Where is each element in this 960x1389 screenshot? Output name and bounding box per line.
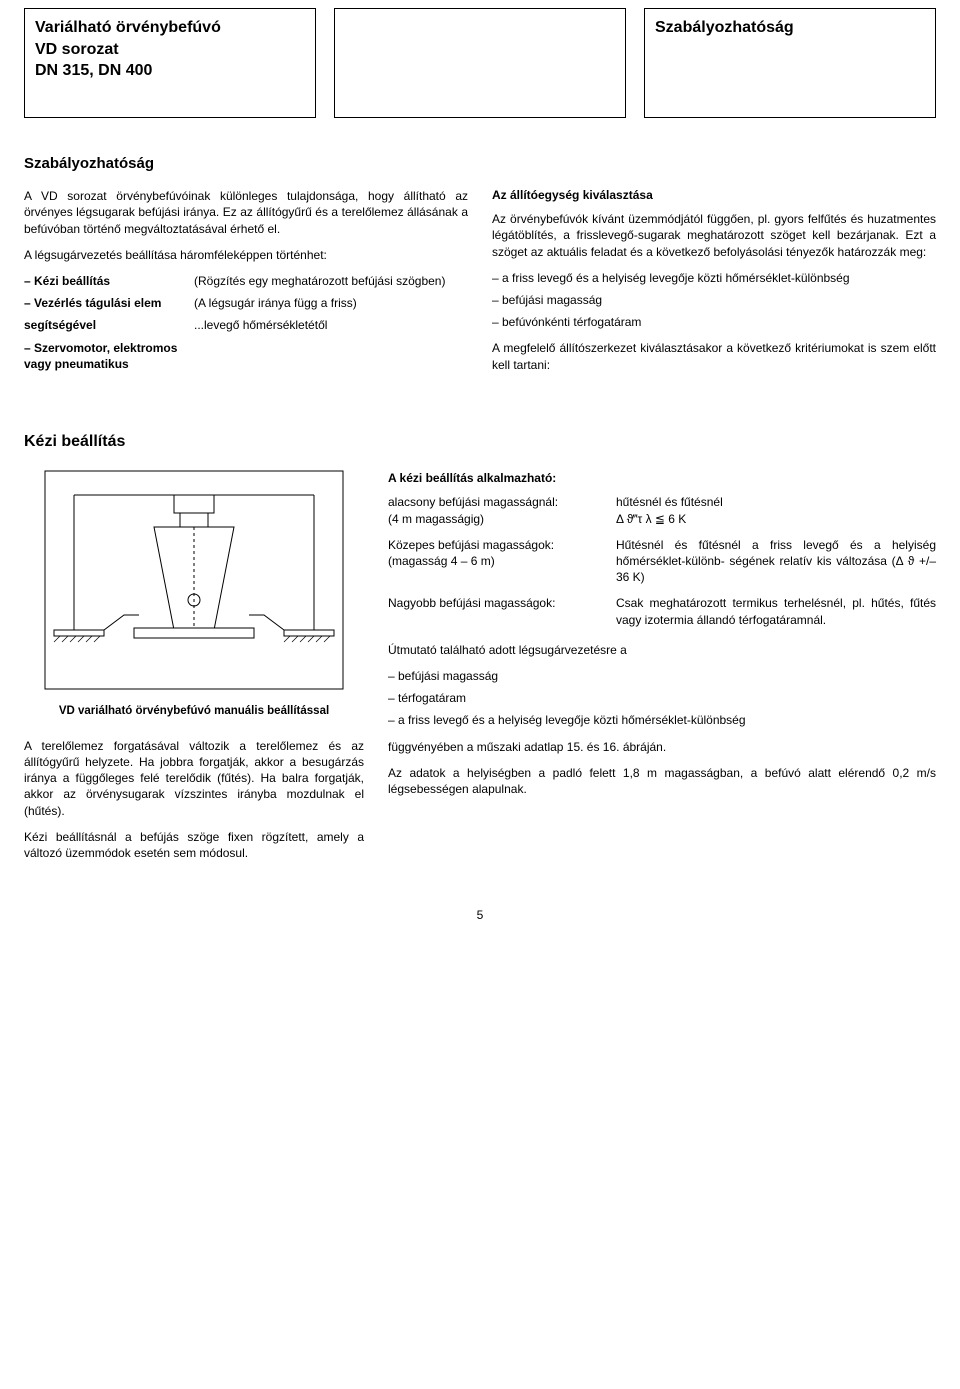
app-b-0: hűtésnél és fűtésnél Δ ϑ‴τ λ ≦ 6 K — [616, 494, 936, 526]
manual-p1: A terelőlemez forgatásával változik a te… — [24, 738, 364, 819]
lower-left-col: VD variálható örvénybefúvó manuális beál… — [24, 470, 364, 871]
applic-bul1: – befújási magasság — [388, 668, 936, 684]
def-desc-3 — [194, 340, 468, 372]
manual-heading: Kézi beállítás — [24, 431, 936, 453]
app-a-2: Nagyobb befújási magasságok: — [388, 595, 608, 627]
def-desc-0: (Rögzítés egy meghatározott befújási szö… — [194, 273, 468, 289]
selector-p2: A megfelelő állítószerkezet kiválasztása… — [492, 340, 936, 372]
def-term-2: segítségével — [24, 317, 194, 333]
regulate-heading: Szabályozhatóság — [24, 154, 468, 174]
applic-p3: Az adatok a helyiségben a padló felett 1… — [388, 765, 936, 797]
selector-bullets: – a friss levegő és a helyiség levegője … — [492, 270, 936, 331]
lower-right-col: A kézi beállítás alkalmazható: alacsony … — [388, 470, 936, 871]
def-desc-1: (A légsugár iránya függ a friss) — [194, 295, 468, 311]
app-b-2: Csak meghatározott termikus terhe­lésnél… — [616, 595, 936, 627]
app-a-0: alacsony befújási magasságnál: (4 m maga… — [388, 494, 608, 526]
selector-bul1: – a friss levegő és a helyiség levegője … — [492, 270, 936, 286]
regulate-p2: A légsugárvezetés beállítása háromféleké… — [24, 247, 468, 263]
header-box-1-line1: Variálható örvénybefúvó — [35, 17, 305, 39]
header-box-2 — [334, 8, 626, 118]
header-box-1: Variálható örvénybefúvó VD sorozat DN 31… — [24, 8, 316, 118]
diffuser-diagram-icon — [44, 470, 344, 690]
applic-bullets: – befújási magasság – térfogatáram – a f… — [388, 668, 936, 729]
main-two-col: Szabályozhatóság A VD sorozat örvénybefú… — [24, 154, 936, 383]
app-b-1: Hűtésnél és fűtésnél a friss levegő és a… — [616, 537, 936, 586]
def-term-1: – Vezérlés tágulási elem — [24, 295, 194, 311]
regulate-p1: A VD sorozat örvénybefúvóinak különleges… — [24, 188, 468, 237]
def-term-0: – Kézi beállítás — [24, 273, 194, 289]
selector-bul2: – befújási magasság — [492, 292, 936, 308]
diagram-caption: VD variálható örvénybefúvó manuális beál… — [24, 704, 364, 720]
header-box-1-line3: DN 315, DN 400 — [35, 60, 305, 82]
page-number: 5 — [24, 907, 936, 923]
lower-two-col: VD variálható örvénybefúvó manuális beál… — [24, 470, 936, 871]
app-a-1: Közepes befújási magasságok: (magasság 4… — [388, 537, 608, 586]
spacer — [492, 154, 936, 187]
applic-table: alacsony befújási magasságnál: (4 m maga… — [388, 494, 936, 627]
applic-heading: A kézi beállítás alkalmazható: — [388, 470, 936, 486]
header-box-3: Szabályozhatóság — [644, 8, 936, 118]
header-box-3-text: Szabályozhatóság — [655, 17, 925, 39]
selector-bul3: – befúvónkénti térfogatáram — [492, 314, 936, 330]
left-column: Szabályozhatóság A VD sorozat örvénybefú… — [24, 154, 468, 383]
selector-p1: Az örvénybefúvók kívánt üzemmódjától füg… — [492, 211, 936, 260]
manual-p2: Kézi beállításnál a befújás szöge fixen … — [24, 829, 364, 861]
def-term-3: – Szervomotor, elektromos vagy pneumatik… — [24, 340, 194, 372]
applic-p1: Útmutató található adott légsugárvezetés… — [388, 642, 936, 658]
applic-bul3: – a friss levegő és a helyiség levegője … — [388, 712, 936, 728]
applic-p2: függvényében a műszaki adatlap 15. és 16… — [388, 739, 936, 755]
regulate-def-list: – Kézi beállítás (Rögzítés egy meghatáro… — [24, 273, 468, 372]
top-header-boxes: Variálható örvénybefúvó VD sorozat DN 31… — [24, 8, 936, 118]
applic-bul2: – térfogatáram — [388, 690, 936, 706]
def-desc-2: ...levegő hőmérsékletétől — [194, 317, 468, 333]
header-box-1-line2: VD sorozat — [35, 39, 305, 61]
right-column: Az állítóegység kiválasztása Az örvénybe… — [492, 154, 936, 383]
selector-heading: Az állítóegység kiválasztása — [492, 187, 936, 203]
